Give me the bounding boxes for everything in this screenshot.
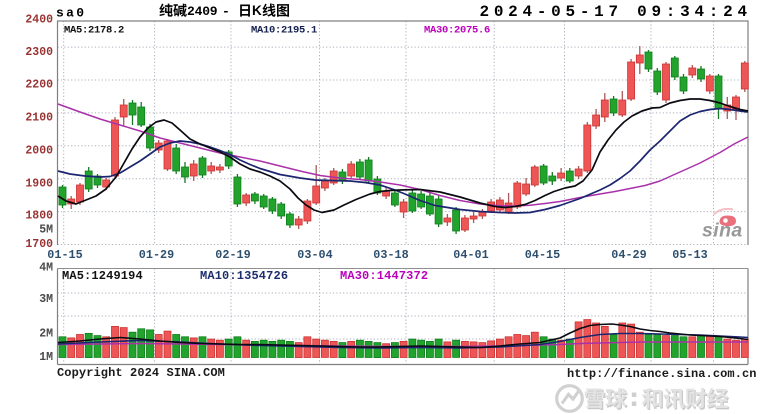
svg-text:sa0: sa0 bbox=[56, 6, 86, 21]
svg-text:1800: 1800 bbox=[25, 210, 53, 223]
svg-text:04-29: 04-29 bbox=[611, 248, 646, 262]
svg-text:MA30:2075.6: MA30:2075.6 bbox=[424, 25, 490, 37]
svg-text:2000: 2000 bbox=[25, 145, 53, 158]
svg-text:MA5:1249194: MA5:1249194 bbox=[62, 269, 143, 283]
svg-text:2409: 2409 bbox=[187, 4, 218, 19]
svg-text:2100: 2100 bbox=[25, 112, 53, 125]
svg-text:Copyright 2024 SINA.COM: Copyright 2024 SINA.COM bbox=[57, 366, 225, 380]
svg-text:K: K bbox=[252, 3, 262, 18]
svg-text:-: - bbox=[222, 4, 230, 19]
svg-text:MA5:2178.2: MA5:2178.2 bbox=[64, 25, 124, 37]
svg-text:01-15: 01-15 bbox=[47, 248, 82, 262]
svg-text:3M: 3M bbox=[39, 293, 53, 306]
svg-text:MA10:2195.1: MA10:2195.1 bbox=[251, 25, 317, 37]
svg-text:2200: 2200 bbox=[25, 79, 53, 92]
svg-text:2300: 2300 bbox=[25, 46, 53, 59]
svg-text:04-15: 04-15 bbox=[525, 248, 560, 262]
svg-text:MA30:1447372: MA30:1447372 bbox=[340, 269, 428, 283]
svg-text:01-29: 01-29 bbox=[139, 248, 174, 262]
svg-text:2024-05-17 09:34:24: 2024-05-17 09:34:24 bbox=[480, 3, 752, 21]
svg-text:2M: 2M bbox=[39, 328, 53, 341]
svg-text:05-13: 05-13 bbox=[672, 248, 707, 262]
svg-text:1M: 1M bbox=[39, 351, 53, 364]
svg-text:http://finance.sina.com.cn: http://finance.sina.com.cn bbox=[567, 367, 757, 381]
svg-text:03-04: 03-04 bbox=[297, 248, 332, 262]
svg-text:1700: 1700 bbox=[25, 238, 53, 251]
svg-text:2400: 2400 bbox=[25, 14, 53, 27]
svg-text:03-18: 03-18 bbox=[373, 248, 408, 262]
svg-text:MA10:1354726: MA10:1354726 bbox=[200, 269, 288, 283]
svg-text:02-19: 02-19 bbox=[215, 248, 250, 262]
svg-text:1900: 1900 bbox=[25, 178, 53, 191]
svg-text:04-01: 04-01 bbox=[453, 248, 488, 262]
svg-text:5M: 5M bbox=[39, 224, 53, 237]
svg-text:4M: 4M bbox=[39, 262, 53, 275]
